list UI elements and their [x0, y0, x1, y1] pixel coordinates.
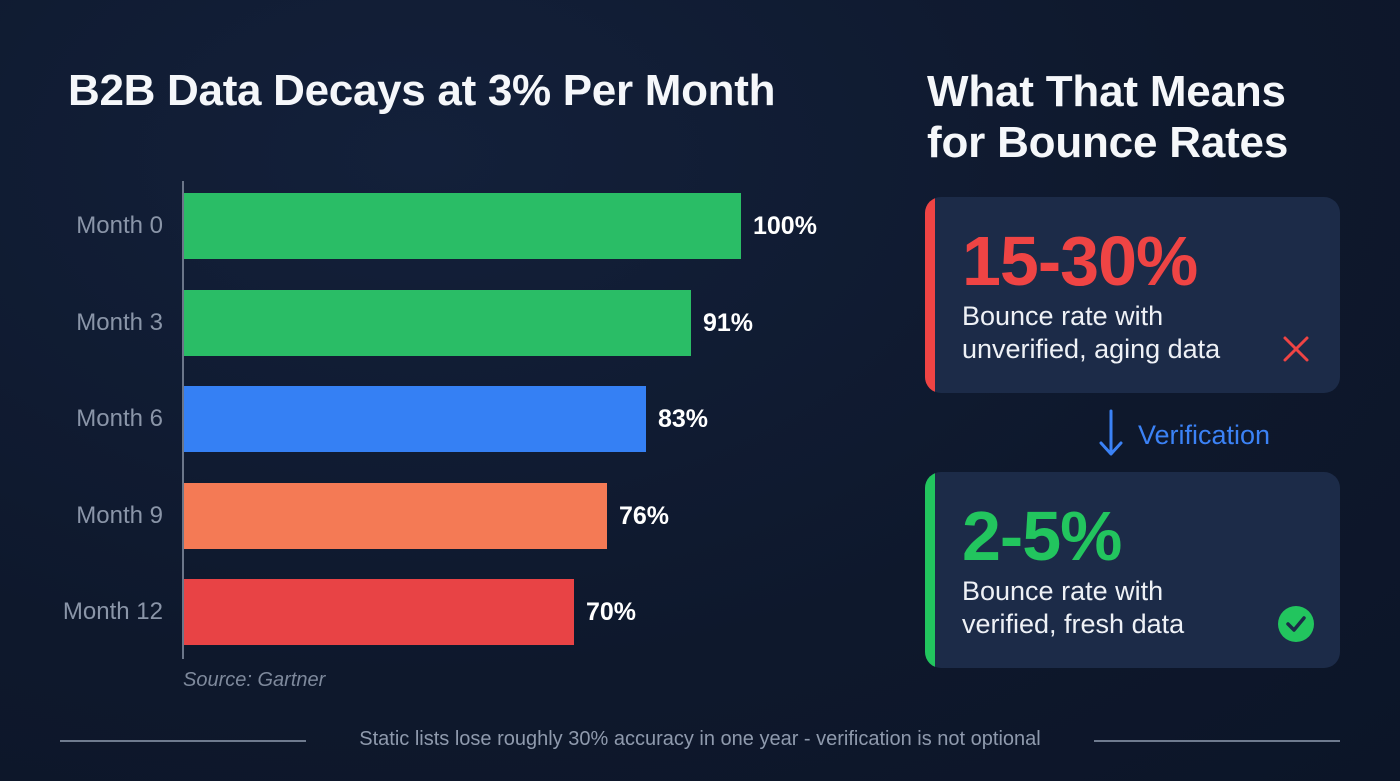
unverified-bounce-value: 15-30% [962, 222, 1198, 300]
bar [184, 386, 646, 452]
bar-value-label: 83% [658, 405, 709, 433]
bar-category-label: Month 6 [76, 405, 163, 432]
footer-takeaway: Static lists lose roughly 30% accuracy i… [359, 728, 1041, 750]
bar-value-label: 91% [703, 309, 754, 337]
verified-bounce-card: 2-5% Bounce rate with verified, fresh da… [925, 472, 1340, 668]
bar-value-label: 70% [586, 598, 637, 626]
desc-line: unverified, aging data [962, 334, 1221, 364]
x-icon [1278, 331, 1314, 367]
bar [184, 193, 741, 259]
bar-category-label: Month 9 [76, 502, 163, 529]
arrow-down-icon [1098, 409, 1124, 462]
unverified-bounce-card: 15-30% Bounce rate with unverified, agin… [925, 197, 1340, 393]
bar-category-label: Month 0 [76, 212, 163, 239]
bar [184, 579, 574, 645]
verified-bounce-value: 2-5% [962, 497, 1122, 575]
desc-line: Bounce rate with [962, 301, 1164, 331]
desc-line: verified, fresh data [962, 609, 1185, 639]
unverified-bounce-description: Bounce rate with unverified, aging data [962, 300, 1220, 366]
bar [184, 290, 691, 356]
bar-row: Month 9 76% [0, 483, 900, 549]
card-accent-bar [925, 472, 935, 668]
bar-category-label: Month 3 [76, 309, 163, 336]
bar-row: Month 3 91% [0, 290, 900, 356]
verified-bounce-description: Bounce rate with verified, fresh data [962, 575, 1184, 641]
bounce-title-line1: What That Means [927, 67, 1286, 116]
bar-row: Month 12 70% [0, 579, 900, 645]
footer-divider-right [1094, 740, 1340, 742]
chart-title: B2B Data Decays at 3% Per Month [68, 66, 776, 115]
card-accent-bar [925, 197, 935, 393]
bar [184, 483, 607, 549]
source-note: Source: Gartner [183, 669, 326, 691]
bar-row: Month 6 83% [0, 386, 900, 452]
check-circle-icon [1278, 606, 1314, 642]
bar-category-label: Month 12 [62, 598, 163, 625]
verification-flow: Verification [1098, 409, 1271, 462]
y-axis-line [182, 181, 184, 659]
bar-value-label: 100% [753, 212, 817, 240]
bounce-title-line2: for Bounce Rates [927, 118, 1289, 167]
footer-divider-left [60, 740, 306, 742]
bar-value-label: 76% [619, 502, 670, 530]
bounce-section-title: What That Means for Bounce Rates [927, 66, 1288, 168]
bar-row: Month 0 100% [0, 193, 900, 259]
desc-line: Bounce rate with [962, 576, 1164, 606]
verification-label: Verification [1138, 420, 1271, 450]
